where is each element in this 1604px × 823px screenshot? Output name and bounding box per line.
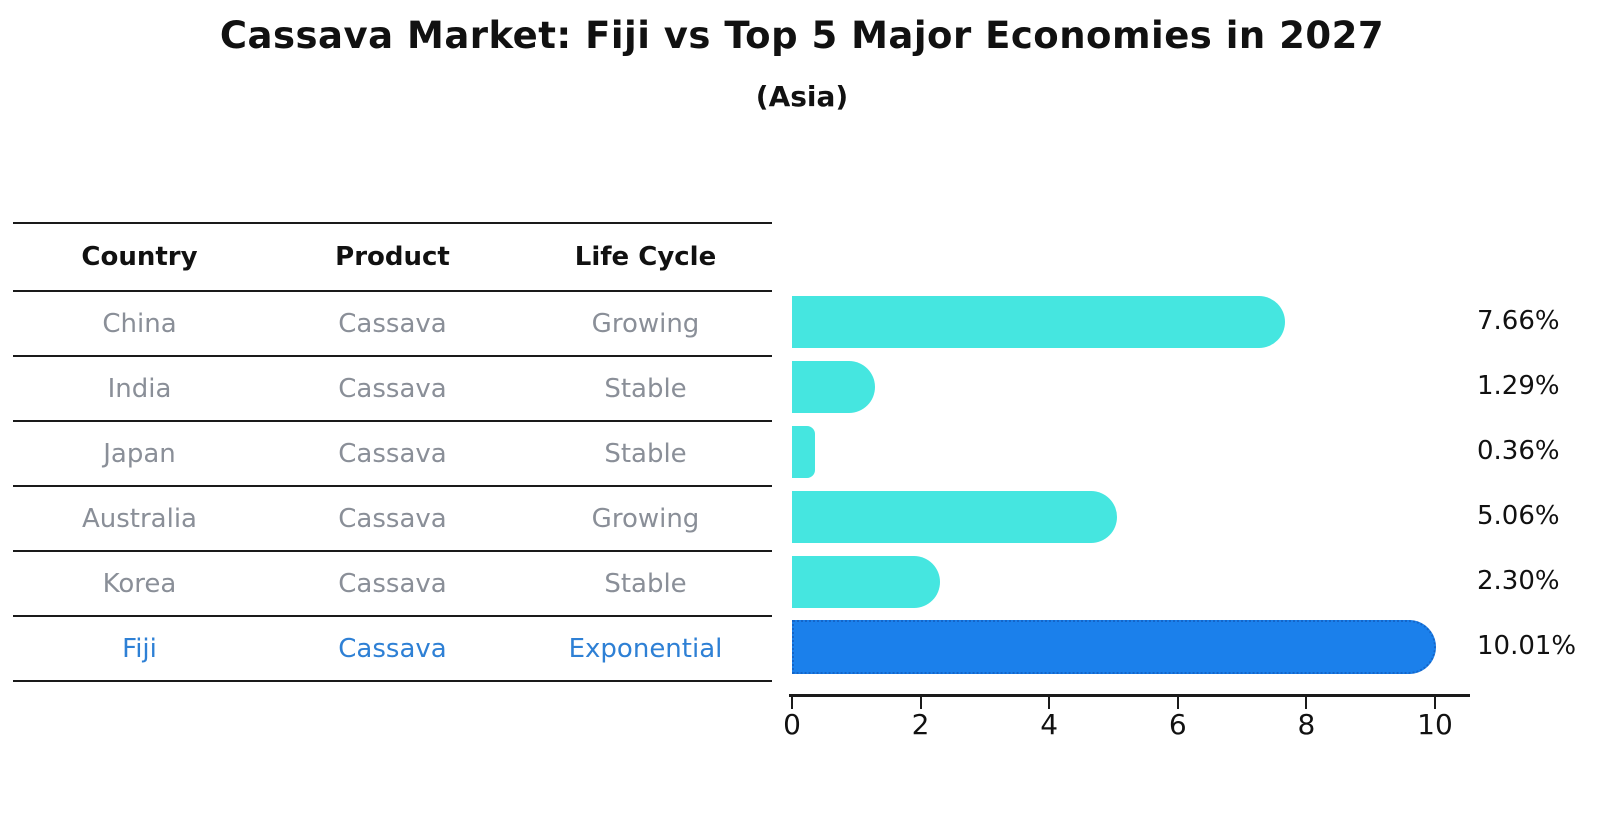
- x-axis-tick-label: 2: [911, 708, 930, 741]
- bar-japan: [792, 426, 816, 478]
- table-cell-life-cycle: Exponential: [568, 633, 723, 664]
- table-cell-life-cycle: Growing: [591, 308, 700, 339]
- x-axis-tick: [919, 697, 922, 709]
- x-axis-tick: [1434, 697, 1436, 709]
- bar-value-label: 7.66%: [1477, 306, 1560, 336]
- x-axis-tick-label: 0: [783, 708, 801, 741]
- table-cell-country: China: [102, 308, 177, 339]
- bar-value-label: 2.30%: [1477, 566, 1560, 596]
- table-cell-life-cycle: Stable: [604, 568, 687, 599]
- x-axis-tick-label: 10: [1417, 708, 1453, 741]
- x-axis-tick-label: 6: [1168, 708, 1187, 741]
- table-row: Fiji Cassava Exponential: [13, 617, 772, 682]
- table-row: Korea Cassava Stable: [13, 552, 772, 617]
- table-cell-life-cycle: Stable: [604, 438, 687, 469]
- x-axis-tick: [1176, 697, 1179, 709]
- bar-australia: [792, 491, 1118, 543]
- table-cell-product: Cassava: [338, 308, 447, 339]
- table-cell-product: Cassava: [338, 568, 447, 599]
- x-axis-tick-label: 4: [1040, 708, 1059, 741]
- table-header-cell: Life Cycle: [574, 242, 717, 272]
- table-header-cell: Product: [335, 242, 450, 272]
- table-cell-country: Japan: [103, 438, 176, 469]
- bar-china: [792, 296, 1285, 348]
- table-cell-country: India: [107, 373, 172, 404]
- table-cell-product: Cassava: [338, 373, 447, 404]
- table-row: China Cassava Growing: [13, 292, 772, 357]
- table-cell-country: Korea: [102, 568, 177, 599]
- bar-value-label: 10.01%: [1477, 631, 1577, 661]
- table-header-cell: Country: [81, 242, 198, 272]
- table-cell-life-cycle: Growing: [591, 503, 700, 534]
- bar-value-label: 0.36%: [1477, 436, 1560, 466]
- table-row: Japan Cassava Stable: [13, 422, 772, 487]
- x-axis-tick: [791, 697, 793, 709]
- x-axis-tick-label: 8: [1297, 708, 1316, 741]
- bar-value-label: 1.29%: [1477, 371, 1560, 401]
- bar-korea: [792, 556, 940, 608]
- table-row: India Cassava Stable: [13, 357, 772, 422]
- x-axis-line: [789, 694, 1470, 697]
- table-cell-country: Fiji: [122, 633, 157, 664]
- x-axis-tick: [1305, 697, 1308, 709]
- table-header-row: Country Product Life Cycle: [13, 224, 772, 292]
- table-row: Australia Cassava Growing: [13, 487, 772, 552]
- bar-value-label: 5.06%: [1477, 501, 1560, 531]
- x-axis-tick: [1048, 697, 1051, 709]
- table-cell-product: Cassava: [338, 503, 447, 534]
- chart-title: Cassava Market: Fiji vs Top 5 Major Econ…: [219, 14, 1385, 57]
- table-cell-life-cycle: Stable: [604, 373, 687, 404]
- bar-india: [792, 361, 875, 413]
- bar-highlight-fiji: [792, 620, 1436, 674]
- country-table: Country Product Life Cycle China Cassava Gro…: [13, 222, 772, 682]
- chart-subtitle: (Asia): [755, 80, 849, 113]
- table-cell-product: Cassava: [338, 633, 447, 664]
- table-cell-product: Cassava: [338, 438, 447, 469]
- table-cell-country: Australia: [81, 503, 197, 534]
